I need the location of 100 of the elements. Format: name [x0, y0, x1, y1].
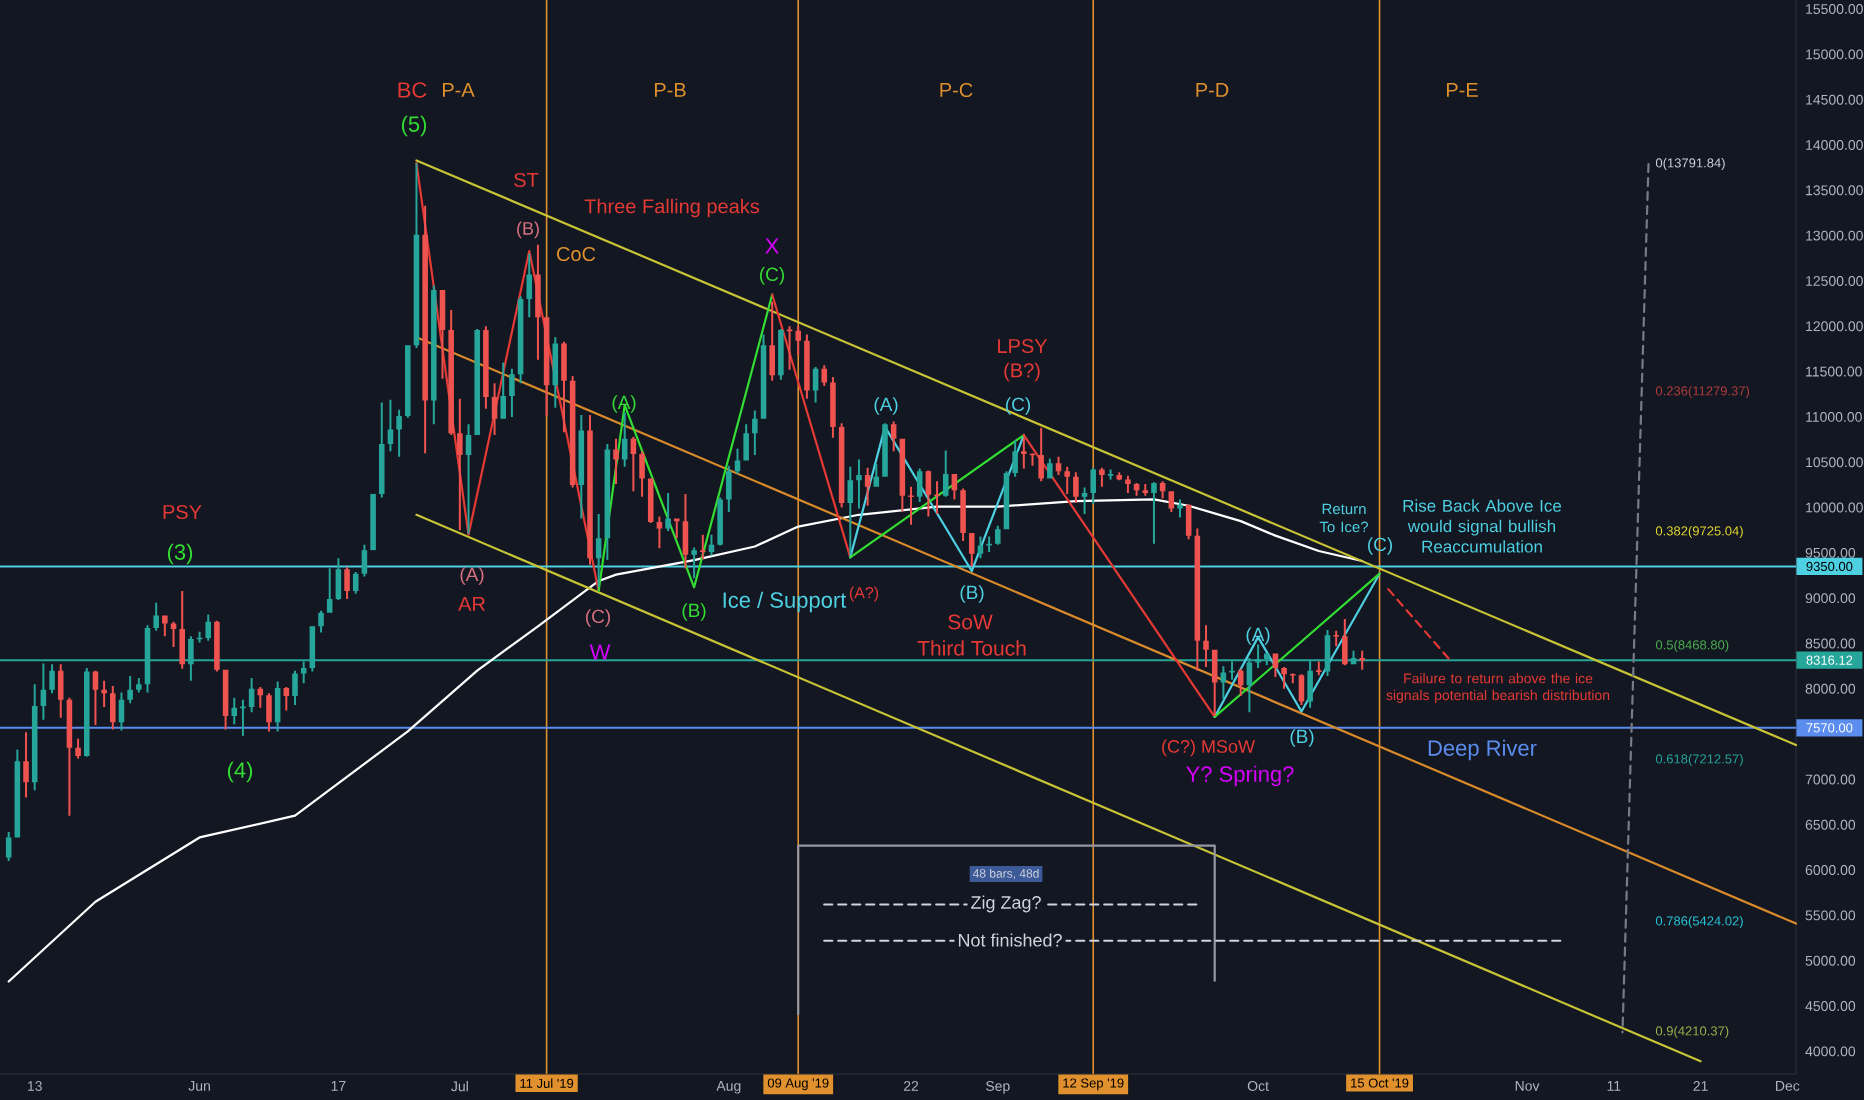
candlestick [1099, 467, 1105, 487]
candlestick [1168, 491, 1175, 513]
candlestick [431, 285, 437, 425]
annotation: Third Touch [917, 640, 1026, 656]
candlestick [335, 558, 342, 600]
candlestick [1177, 499, 1183, 518]
candlestick [1047, 458, 1053, 479]
candlestick [812, 367, 819, 403]
candlestick [205, 614, 212, 641]
annotation: (C) [586, 609, 611, 627]
candlestick [248, 677, 255, 713]
annotation: AR [458, 597, 485, 611]
candlestick [92, 670, 99, 726]
candlestick [396, 409, 402, 457]
annotation: Zig Zag? [971, 895, 1041, 913]
line-series [1213, 572, 1381, 719]
candlestick [240, 699, 246, 736]
candlestick [1298, 674, 1305, 706]
annotation: P-C [940, 82, 973, 98]
candlestick [474, 328, 480, 436]
candlestick [1316, 661, 1322, 676]
candlestick [595, 513, 602, 588]
candlestick [1081, 487, 1088, 514]
candlestick [352, 571, 359, 594]
annotation: (A?) [849, 586, 879, 602]
candlestick [587, 415, 593, 565]
candlestick [31, 684, 38, 791]
candlestick [101, 680, 107, 707]
candlestick [1073, 472, 1079, 504]
candlestick [621, 412, 628, 467]
candlestick [83, 667, 90, 757]
candlestick [968, 532, 975, 567]
candlestick [1159, 481, 1166, 499]
candlestick [613, 438, 619, 484]
candlestick [882, 423, 888, 477]
candlestick [847, 466, 854, 555]
candlestick [543, 317, 550, 416]
candlestick [326, 568, 333, 613]
candlestick [578, 415, 585, 519]
candlestick [569, 376, 576, 488]
candlestick [656, 516, 663, 549]
candlestick [214, 620, 220, 672]
candlestick [1211, 649, 1218, 716]
candlestick [916, 468, 923, 503]
candlestick [552, 337, 559, 408]
candlestick [127, 676, 133, 704]
annotation: SoW [948, 614, 993, 630]
candlestick [838, 423, 845, 508]
annotation: (C) [760, 267, 785, 285]
candlestick [361, 544, 368, 577]
annotation: X [765, 238, 779, 254]
candlestick [673, 518, 680, 539]
annotation: (B) [517, 221, 539, 239]
candlestick [960, 488, 966, 542]
annotation: (B) [1290, 729, 1314, 747]
annotation: (B) [960, 585, 984, 603]
candlestick [465, 424, 472, 534]
annotation: (3) [167, 543, 193, 565]
candlestick [231, 697, 238, 725]
candlestick [665, 493, 671, 532]
candlestick [1203, 625, 1209, 668]
annotation: P-B [654, 83, 686, 97]
candlestick [66, 697, 73, 816]
candlestick [604, 444, 611, 561]
candlestick [561, 341, 567, 433]
candlestick [1194, 528, 1201, 671]
candlestick [23, 732, 29, 798]
candlestick [1125, 475, 1131, 494]
candlestick [405, 345, 411, 418]
candlestick [786, 326, 793, 370]
candlestick [509, 368, 515, 417]
annotation: CoC [557, 246, 596, 262]
candlestick [639, 451, 645, 497]
candlestick [873, 464, 880, 487]
annotation: ST [514, 172, 539, 188]
candlestick [951, 474, 958, 500]
candlestick [1359, 650, 1365, 670]
annotation: (A) [1246, 627, 1270, 645]
candlestick [682, 493, 689, 569]
candlestick [526, 253, 533, 318]
candlestick [769, 301, 775, 381]
candlestick [1151, 482, 1157, 544]
annotation: W [589, 644, 611, 660]
candlestick [1012, 440, 1018, 477]
candlestick [1038, 427, 1044, 482]
candlestick [995, 525, 1001, 545]
candlestick [283, 686, 290, 711]
candlestick [647, 478, 654, 523]
candlestick [422, 205, 428, 454]
candlestick [517, 296, 524, 384]
candlestick [856, 459, 862, 509]
candlestick [292, 670, 298, 706]
candlestick [5, 832, 12, 862]
annotation: P-A [442, 83, 475, 97]
candlestick [691, 547, 697, 579]
candlestick [1064, 466, 1070, 494]
annotation: (5) [401, 115, 427, 137]
candlestick [274, 681, 281, 732]
candlestick [1090, 467, 1096, 504]
candlestick [136, 677, 142, 693]
